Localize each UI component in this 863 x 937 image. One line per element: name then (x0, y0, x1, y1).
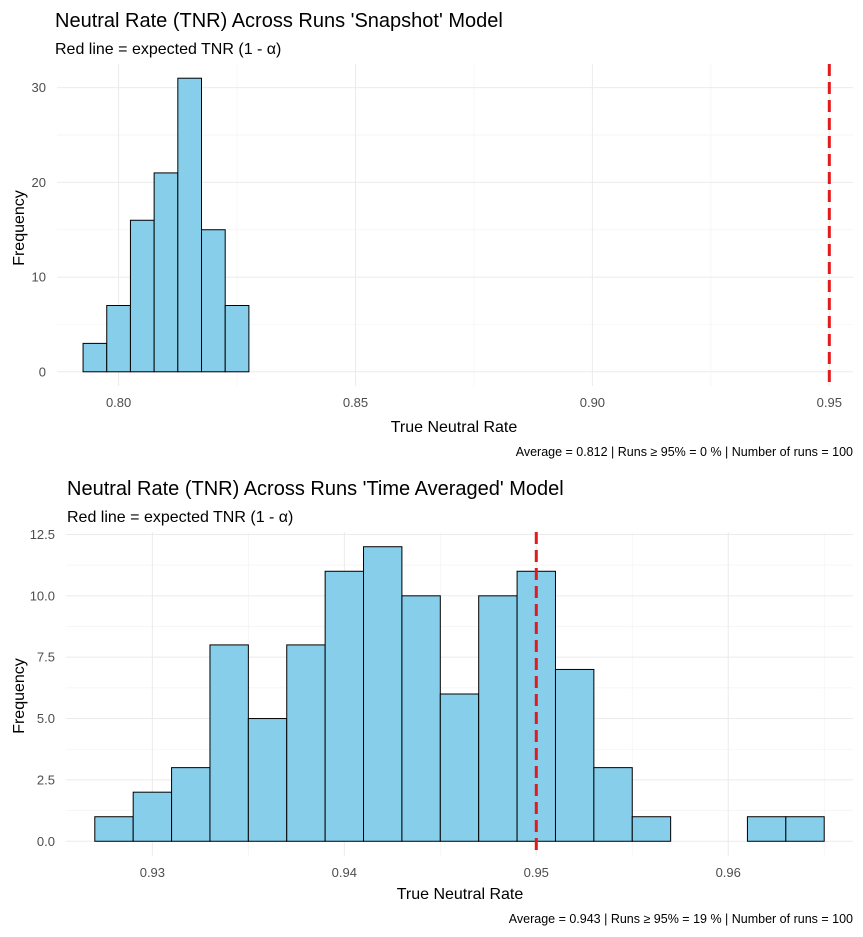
histogram-bar (247, 718, 288, 842)
y-tick-label: 20 (32, 175, 46, 190)
histogram-bar (201, 229, 226, 373)
x-tick-label: 0.95 (524, 865, 549, 880)
histogram-bar (106, 305, 131, 373)
x-axis-title: True Neutral Rate (397, 886, 524, 903)
y-tick-label: 30 (32, 80, 46, 95)
x-axis-tick-labels: 0.80 0.85 0.90 0.95 (106, 395, 842, 410)
histogram-bars (94, 546, 825, 842)
histogram-bar (171, 767, 211, 842)
y-tick-label: 10 (32, 270, 46, 285)
x-axis-title: True Neutral Rate (391, 419, 518, 436)
histogram-bar (209, 644, 249, 842)
histogram-bar (324, 570, 365, 842)
histogram-bar (94, 816, 134, 842)
histogram-bar (132, 791, 173, 842)
histogram-bar (478, 595, 518, 842)
chart-title: Neutral Rate (TNR) Across Runs 'Time Ave… (67, 478, 564, 500)
chart-subtitle: Red line = expected TNR (1 - α) (67, 509, 293, 526)
histogram-bar (286, 644, 326, 842)
histogram-bars (82, 77, 250, 373)
y-axis-tick-labels: 0 10 20 30 (32, 80, 46, 379)
x-tick-label: 0.93 (140, 865, 165, 880)
histogram-bar (129, 219, 155, 373)
y-tick-label: 7.5 (37, 650, 55, 665)
histogram-bar (785, 816, 825, 842)
chart-caption: Average = 0.943 | Runs ≥ 95% = 19 % | Nu… (509, 912, 853, 926)
histogram-bar (401, 595, 441, 842)
histogram-bar (439, 693, 480, 842)
y-tick-label: 5.0 (37, 711, 55, 726)
x-tick-label: 0.80 (106, 395, 131, 410)
histogram-bar (224, 305, 250, 373)
histogram-bar (363, 546, 403, 842)
y-tick-label: 12.5 (30, 527, 55, 542)
chart-subtitle: Red line = expected TNR (1 - α) (55, 41, 281, 58)
x-tick-label: 0.90 (580, 395, 605, 410)
histogram-bar (82, 342, 108, 373)
x-axis-tick-labels: 0.93 0.94 0.95 0.96 (140, 865, 741, 880)
histogram-bar (153, 172, 179, 373)
histogram-bar (593, 767, 633, 842)
histogram-bar (177, 77, 203, 373)
x-tick-label: 0.85 (343, 395, 368, 410)
y-axis-title: Frequency (11, 190, 28, 266)
y-tick-label: 0.0 (37, 834, 55, 849)
chart-caption: Average = 0.812 | Runs ≥ 95% = 0 % | Num… (516, 445, 853, 459)
time-averaged-histogram-panel: Neutral Rate (TNR) Across Runs 'Time Ave… (11, 478, 853, 926)
y-tick-label: 10.0 (30, 588, 55, 603)
snapshot-histogram-panel: Neutral Rate (TNR) Across Runs 'Snapshot… (11, 10, 853, 459)
histogram-bar (746, 816, 787, 842)
chart-title: Neutral Rate (TNR) Across Runs 'Snapshot… (55, 10, 503, 32)
histogram-bar (631, 816, 672, 842)
y-axis-title: Frequency (11, 658, 28, 734)
y-axis-tick-labels: 0.0 2.5 5.0 7.5 10.0 12.5 (30, 527, 55, 849)
histogram-bar (554, 668, 595, 842)
x-tick-label: 0.95 (817, 395, 842, 410)
y-tick-label: 2.5 (37, 772, 55, 787)
x-tick-label: 0.94 (332, 865, 357, 880)
x-tick-label: 0.96 (716, 865, 741, 880)
y-tick-label: 0 (39, 364, 46, 379)
